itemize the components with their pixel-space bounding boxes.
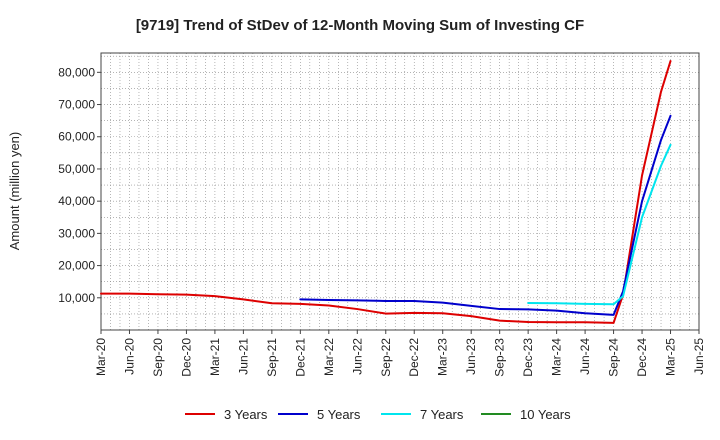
- x-tick-label: Mar-21: [208, 338, 222, 376]
- x-tick-label: Sep-20: [151, 338, 165, 377]
- x-tick-label: Mar-22: [322, 338, 336, 376]
- legend: 3 Years 5 Years 7 Years 10 Years: [185, 407, 571, 422]
- x-tick-label: Sep-23: [493, 338, 507, 377]
- chart-title: [9719] Trend of StDev of 12-Month Moving…: [136, 17, 584, 34]
- y-tick-label: 40,000: [58, 194, 95, 208]
- x-tick-label: Sep-22: [379, 338, 393, 377]
- x-tick-label: Mar-25: [664, 338, 678, 376]
- x-tick-label: Dec-21: [293, 338, 307, 377]
- legend-label: 3 Years: [224, 407, 268, 422]
- y-tick-label: 50,000: [58, 162, 95, 176]
- x-tick-label: Dec-24: [635, 338, 649, 377]
- y-tick-label: 30,000: [58, 226, 95, 240]
- y-tick-label: 60,000: [58, 130, 95, 144]
- x-tick-label: Sep-21: [265, 338, 279, 377]
- y-tick-label: 20,000: [58, 259, 95, 273]
- series-line-1: [100, 60, 672, 324]
- legend-label: 5 Years: [317, 407, 361, 422]
- x-tick-label: Mar-24: [550, 338, 564, 376]
- x-tick-label: Mar-20: [94, 338, 108, 376]
- x-tick-label: Dec-23: [521, 338, 535, 377]
- x-tick-label: Jun-22: [350, 338, 364, 375]
- y-tick-label: 10,000: [58, 291, 95, 305]
- x-tick-label: Mar-23: [436, 338, 450, 376]
- y-tick-label: 70,000: [58, 98, 95, 112]
- x-tick-label: Jun-24: [578, 338, 592, 375]
- x-tick-label: Dec-22: [407, 338, 421, 377]
- x-tick-label: Jun-25: [692, 338, 706, 375]
- x-tick-label: Jun-21: [236, 338, 250, 375]
- series-line-2: [299, 114, 672, 316]
- y-axis-label: Amount (million yen): [7, 132, 22, 251]
- x-tick-label: Jun-20: [122, 338, 136, 375]
- legend-label: 10 Years: [520, 407, 571, 422]
- x-tick-label: Jun-23: [464, 338, 478, 375]
- legend-label: 7 Years: [420, 407, 464, 422]
- x-tick-label: Sep-24: [607, 338, 621, 377]
- y-tick-label: 80,000: [58, 65, 95, 79]
- series-line-3: [527, 143, 672, 306]
- x-tick-label: Dec-20: [179, 338, 193, 377]
- plot-background: [101, 53, 699, 330]
- plot-frame: [100, 52, 700, 331]
- plot-area: 10,000 20,000 30,000 40,000 50,000 60,000 70,0…: [58, 52, 706, 377]
